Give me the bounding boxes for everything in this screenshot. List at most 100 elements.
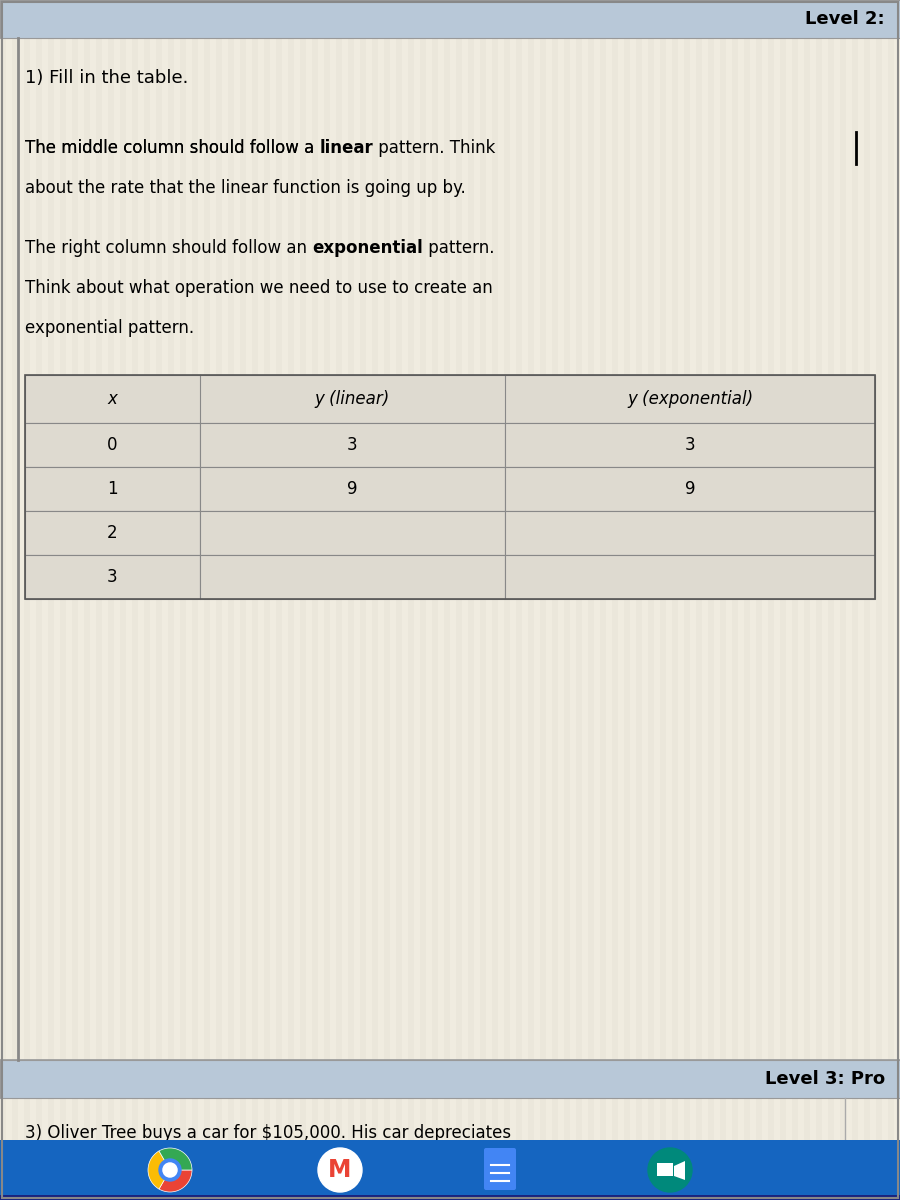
Bar [505, 511, 875, 554]
Bar [505, 554, 875, 599]
Polygon shape [674, 1162, 685, 1180]
Bar [840, 0, 846, 1200]
Bar [180, 0, 186, 1200]
Bar [768, 0, 774, 1200]
Bar [25, 511, 200, 554]
Wedge shape [159, 1170, 192, 1192]
Text: y (exponential): y (exponential) [627, 390, 753, 408]
Bar [516, 0, 522, 1200]
Bar [0, 0, 900, 38]
Bar [12, 0, 18, 1200]
Bar [372, 0, 378, 1200]
Text: y (linear): y (linear) [315, 390, 390, 408]
Bar [852, 0, 858, 1200]
Circle shape [648, 1148, 692, 1192]
Bar [672, 0, 678, 1200]
Bar [25, 554, 200, 599]
Text: Level 3: Pro: Level 3: Pro [765, 1070, 885, 1088]
Bar [0, 0, 6, 1200]
Bar [624, 0, 630, 1200]
Bar [72, 0, 78, 1200]
Bar [240, 0, 246, 1200]
Bar [456, 0, 462, 1200]
Bar [468, 0, 474, 1200]
Bar [348, 0, 354, 1200]
Bar [36, 0, 42, 1200]
Bar [396, 0, 402, 1200]
Bar [84, 0, 90, 1200]
Text: exponential: exponential [312, 239, 423, 257]
Bar [576, 0, 582, 1200]
Text: x: x [108, 390, 117, 408]
Bar [744, 0, 750, 1200]
Text: 3) Oliver Tree buys a car for $105,000. His car depreciates: 3) Oliver Tree buys a car for $105,000. … [25, 1124, 511, 1142]
Text: 2: 2 [107, 524, 118, 542]
Wedge shape [159, 1148, 192, 1170]
Bar [888, 0, 894, 1200]
Bar [657, 1163, 673, 1176]
Text: 3: 3 [685, 436, 696, 454]
Bar [636, 0, 642, 1200]
Bar [505, 467, 875, 511]
Bar [732, 0, 738, 1200]
Bar [300, 0, 306, 1200]
Text: Level 2:: Level 2: [806, 10, 885, 28]
Bar [408, 0, 414, 1200]
Bar [168, 0, 174, 1200]
Bar [0, 1195, 900, 1200]
Bar [660, 0, 666, 1200]
Bar [252, 0, 258, 1200]
Bar [528, 0, 534, 1200]
Bar [200, 467, 505, 511]
Bar [0, 1140, 900, 1200]
Bar [360, 0, 366, 1200]
Bar [384, 0, 390, 1200]
Bar [564, 0, 570, 1200]
Bar [264, 0, 270, 1200]
Bar [132, 0, 138, 1200]
Text: pattern.: pattern. [423, 239, 494, 257]
Text: pattern. Think: pattern. Think [374, 139, 496, 157]
Bar [444, 0, 450, 1200]
Text: linear: linear [320, 139, 374, 157]
Bar [612, 0, 618, 1200]
Circle shape [318, 1148, 362, 1192]
Bar [504, 0, 510, 1200]
Bar [276, 0, 282, 1200]
Bar [25, 467, 200, 511]
Bar [288, 0, 294, 1200]
Bar [588, 0, 594, 1200]
Text: The right column should follow an: The right column should follow an [25, 239, 312, 257]
Bar [540, 0, 546, 1200]
Text: The middle column should follow a: The middle column should follow a [25, 139, 319, 157]
Bar [552, 0, 558, 1200]
Bar [432, 0, 438, 1200]
Bar [228, 0, 234, 1200]
Bar [816, 0, 822, 1200]
Bar [200, 554, 505, 599]
Wedge shape [148, 1151, 170, 1189]
Text: 9: 9 [347, 480, 358, 498]
Bar [192, 0, 198, 1200]
Circle shape [159, 1159, 181, 1181]
Bar [876, 0, 882, 1200]
Bar [120, 0, 126, 1200]
Bar [48, 0, 54, 1200]
Bar [480, 0, 486, 1200]
Text: The middle column should follow a: The middle column should follow a [25, 139, 319, 157]
Circle shape [163, 1163, 177, 1177]
Bar [792, 0, 798, 1200]
Bar [200, 511, 505, 554]
Bar [216, 0, 222, 1200]
Bar [720, 0, 726, 1200]
Bar [696, 0, 702, 1200]
Bar [144, 0, 150, 1200]
Bar [60, 0, 66, 1200]
Bar [804, 0, 810, 1200]
Text: 0: 0 [107, 436, 118, 454]
Bar [312, 0, 318, 1200]
Bar [336, 0, 342, 1200]
Bar [324, 0, 330, 1200]
Text: 3: 3 [107, 568, 118, 586]
Bar [756, 0, 762, 1200]
